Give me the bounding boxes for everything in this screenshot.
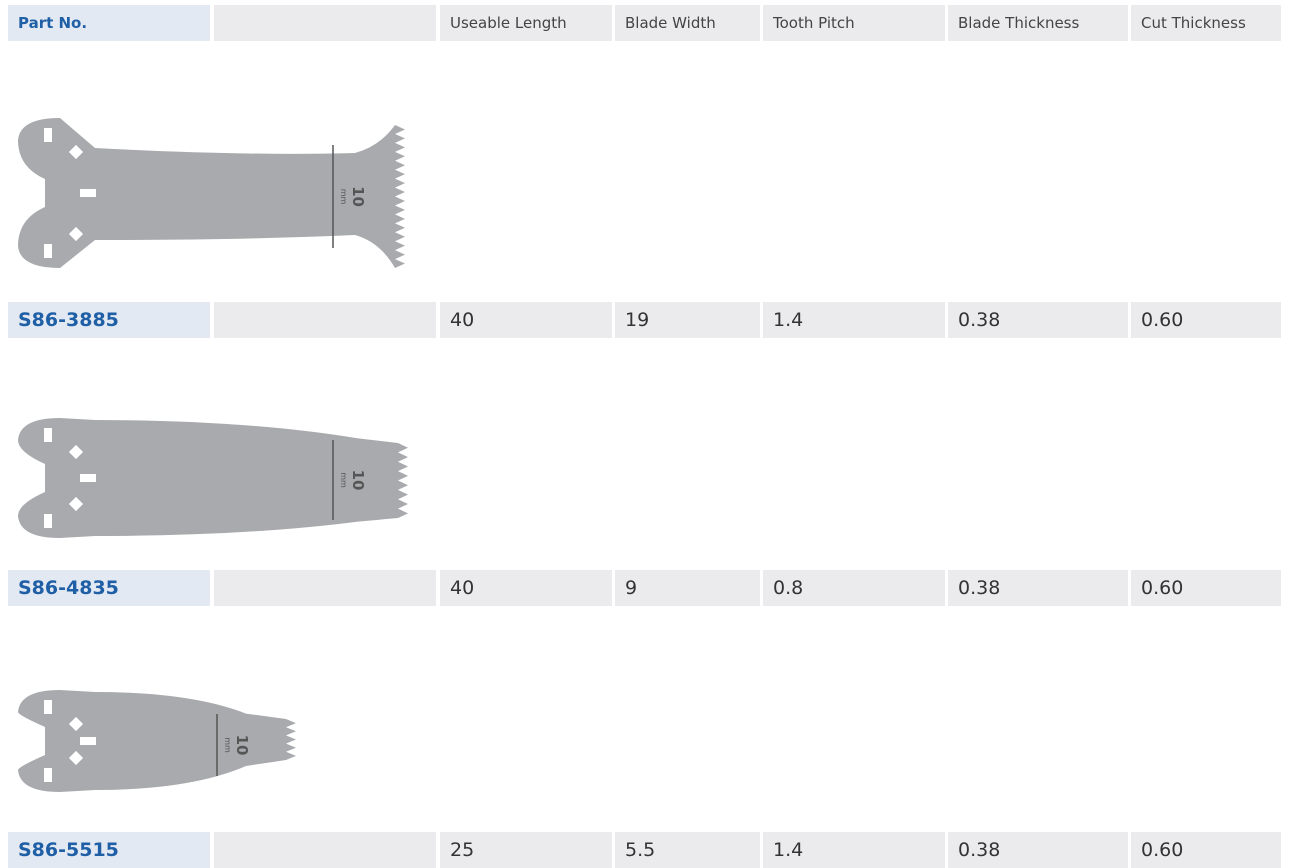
scale-value: 10 bbox=[233, 735, 251, 756]
row-cell bbox=[214, 570, 436, 606]
row-cell bbox=[214, 302, 436, 338]
blade-slot bbox=[80, 474, 96, 482]
part-number: S86-5515 bbox=[8, 832, 210, 868]
blade bbox=[18, 418, 408, 538]
row-cell: 0.60 bbox=[1131, 570, 1281, 606]
row-cell: 5.5 bbox=[615, 832, 760, 868]
part-number: S86-3885 bbox=[8, 302, 210, 338]
blade bbox=[18, 690, 296, 792]
blade-slot bbox=[68, 496, 84, 512]
blade bbox=[18, 118, 405, 268]
blade-slot bbox=[68, 750, 84, 766]
row-cell: 40 bbox=[440, 570, 612, 606]
header-cell: Cut Thickness bbox=[1131, 5, 1281, 41]
blade-slot bbox=[44, 768, 52, 782]
header-cell: Part No. bbox=[8, 5, 210, 41]
header-cell: Tooth Pitch bbox=[763, 5, 945, 41]
row-cell: 0.38 bbox=[948, 570, 1128, 606]
blade-slot bbox=[44, 700, 52, 714]
part-number: S86-4835 bbox=[8, 570, 210, 606]
blade-slot bbox=[44, 244, 52, 258]
row-cell: 9 bbox=[615, 570, 760, 606]
header-cell bbox=[214, 5, 436, 41]
row-cell: 19 bbox=[615, 302, 760, 338]
blade-slot bbox=[68, 444, 84, 460]
blade-slot bbox=[44, 514, 52, 528]
row-cell: 0.38 bbox=[948, 302, 1128, 338]
row-cell: 0.38 bbox=[948, 832, 1128, 868]
header-cell: Blade Thickness bbox=[948, 5, 1128, 41]
row-cell: 0.60 bbox=[1131, 832, 1281, 868]
blade-slot bbox=[44, 128, 52, 142]
row-cell: 1.4 bbox=[763, 832, 945, 868]
row-cell: 40 bbox=[440, 302, 612, 338]
row-cell bbox=[214, 832, 436, 868]
blade-slot bbox=[44, 428, 52, 442]
scale-value: 10 bbox=[349, 470, 367, 491]
row-cell: 25 bbox=[440, 832, 612, 868]
blade-slot bbox=[80, 189, 96, 197]
scale-unit: mm bbox=[339, 189, 348, 205]
blade-slot bbox=[68, 716, 84, 732]
row-cell: 1.4 bbox=[763, 302, 945, 338]
scale-value: 10 bbox=[349, 186, 367, 207]
header-cell: Blade Width bbox=[615, 5, 760, 41]
row-cell: 0.8 bbox=[763, 570, 945, 606]
scale-unit: mm bbox=[339, 472, 348, 488]
header-cell: Useable Length bbox=[440, 5, 612, 41]
scale-unit: mm bbox=[223, 737, 232, 753]
row-cell: 0.60 bbox=[1131, 302, 1281, 338]
blade-slot bbox=[80, 737, 96, 745]
